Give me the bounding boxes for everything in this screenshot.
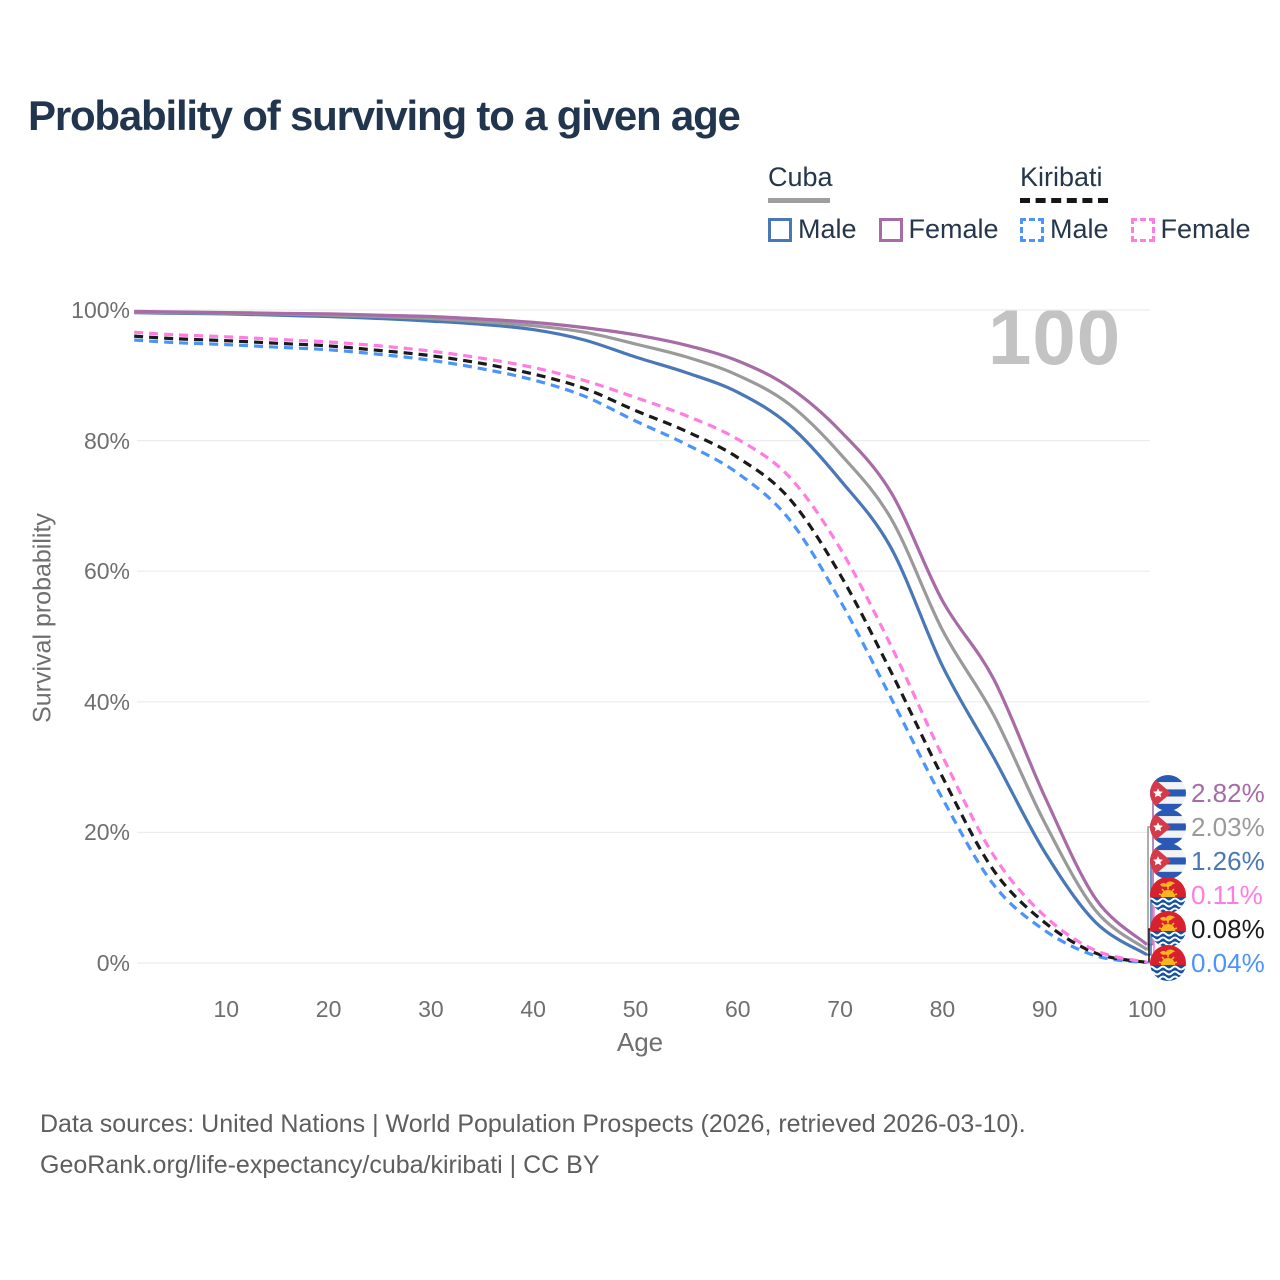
- series-line-kiribati-female: [134, 330, 1148, 964]
- legend-label: Male: [798, 214, 857, 244]
- x-tick-label: 60: [725, 996, 751, 1022]
- cuba-flag-icon: [1150, 809, 1186, 845]
- end-label-row: 0.04%: [1150, 945, 1265, 981]
- legend-swatch-kiribati-male: [1020, 217, 1044, 242]
- y-tick-label: 60%: [83, 558, 130, 585]
- y-tick-label: 80%: [83, 427, 130, 454]
- y-tick-label: 0%: [96, 950, 130, 976]
- x-tick-label: 10: [213, 996, 240, 1022]
- data-sources-line: Data sources: United Nations | World Pop…: [40, 1110, 1026, 1138]
- legend-group-cuba: Cuba Male Female: [768, 162, 1021, 245]
- cuba-flag-icon: [1150, 775, 1186, 811]
- legend-label: Female: [1160, 214, 1251, 244]
- end-label-value: 1.26%: [1191, 845, 1265, 876]
- end-label-row: 0.11%: [1150, 877, 1263, 913]
- legend-item-cuba-male[interactable]: Male: [768, 214, 857, 245]
- legend-item-kiribati-male[interactable]: Male: [1020, 214, 1109, 245]
- series-line-kiribati-both-sexes: [134, 334, 1148, 965]
- page-title: Probability of surviving to a given age: [28, 92, 741, 139]
- x-axis-title: Age: [616, 1027, 664, 1057]
- x-tick-label: 30: [418, 996, 444, 1022]
- legend-underline-kiribati: [1020, 198, 1108, 203]
- georank-url-line: GeoRank.org/life-expectancy/cuba/kiribat…: [40, 1151, 600, 1179]
- legend-underline-cuba: [768, 198, 830, 203]
- legend-country-kiribati: Kiribati: [1020, 162, 1103, 192]
- source-attribution: Data sources: United Nations | World Pop…: [40, 1104, 1026, 1186]
- legend-swatch-kiribati-female: [1130, 217, 1155, 242]
- y-tick-label: 20%: [83, 819, 130, 846]
- age-counter-watermark: 100: [988, 293, 1122, 381]
- x-tick-label: 90: [1031, 996, 1058, 1022]
- kiribati-flag-icon: [1150, 911, 1186, 947]
- x-tick-label: 40: [520, 996, 546, 1022]
- end-label-value: 0.04%: [1191, 947, 1265, 978]
- end-label-row: 1.26%: [1150, 843, 1265, 879]
- y-tick-label: 100%: [71, 297, 130, 323]
- y-axis-title: Survival probability: [28, 513, 57, 723]
- end-label-row: 0.08%: [1150, 911, 1265, 947]
- legend-item-kiribati-female[interactable]: Female: [1130, 214, 1251, 245]
- kiribati-flag-icon: [1150, 945, 1186, 981]
- end-label-row: 2.03%: [1150, 809, 1265, 845]
- y-tick-label: 40%: [83, 688, 130, 715]
- x-tick-label: 50: [622, 996, 649, 1022]
- series-line-cuba-both-sexes: [134, 310, 1148, 952]
- end-label-value: 2.03%: [1191, 811, 1265, 842]
- legend-label: Female: [908, 214, 999, 244]
- end-label-row: 2.82%: [1150, 775, 1265, 811]
- end-label-value: 2.82%: [1191, 777, 1265, 808]
- cuba-flag-icon: [1150, 843, 1186, 879]
- kiribati-flag-icon: [1150, 877, 1186, 913]
- end-label-value: 0.08%: [1191, 913, 1265, 944]
- legend-group-kiribati: Kiribati Male Female: [1020, 162, 1273, 245]
- legend-item-cuba-female[interactable]: Female: [878, 214, 999, 245]
- series-line-cuba-female: [134, 309, 1149, 946]
- series-line-kiribati-male: [134, 338, 1148, 965]
- legend-country-cuba: Cuba: [768, 162, 833, 192]
- legend-label: Male: [1050, 214, 1109, 244]
- end-label-value: 0.11%: [1191, 879, 1263, 910]
- x-tick-label: 20: [315, 996, 342, 1022]
- x-tick-label: 80: [929, 996, 956, 1022]
- x-tick-label: 70: [827, 996, 853, 1022]
- x-tick-label: 100: [1127, 996, 1167, 1022]
- legend-swatch-cuba-female: [878, 217, 903, 242]
- legend-swatch-cuba-male: [768, 217, 792, 242]
- survival-probability-chart: [134, 309, 1156, 965]
